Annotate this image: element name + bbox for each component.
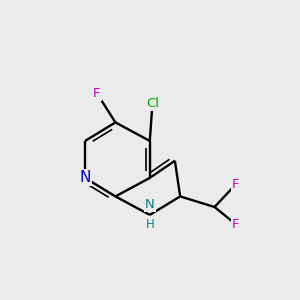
Text: Cl: Cl: [146, 98, 159, 110]
Text: N: N: [80, 170, 91, 185]
Text: F: F: [93, 87, 101, 100]
Text: N: N: [145, 198, 155, 212]
Text: H: H: [146, 218, 154, 231]
Text: F: F: [232, 218, 239, 231]
Text: F: F: [232, 178, 239, 191]
